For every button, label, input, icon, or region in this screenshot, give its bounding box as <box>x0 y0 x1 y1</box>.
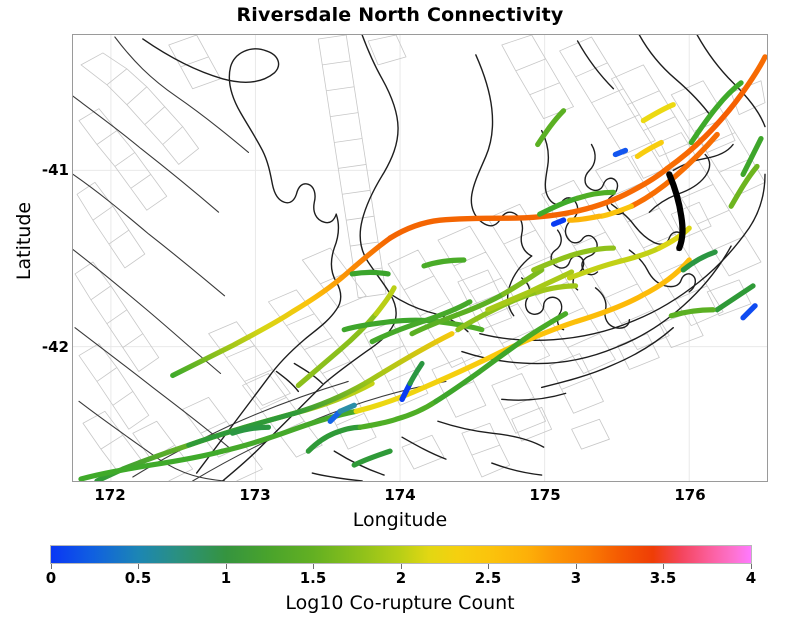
corupture-trace <box>688 80 744 146</box>
corupture-trace <box>664 54 767 172</box>
corupture-trace-blue <box>740 303 758 321</box>
corupture-trace <box>740 135 764 177</box>
corupture-trace <box>668 307 716 319</box>
colorbar-tick-label: 0 <box>45 569 57 587</box>
corupture-trace <box>628 131 720 209</box>
corupture-trace <box>229 424 272 436</box>
corupture-trace <box>369 299 473 345</box>
xtick-label: 172 <box>94 486 126 504</box>
colorbar-tick-label: 2 <box>395 569 407 587</box>
corupture-trace <box>433 337 527 404</box>
colorbar-tick-label: 4 <box>745 569 757 587</box>
corupture-trace <box>421 257 467 269</box>
fault-trace-layer <box>73 36 447 481</box>
corupture-trace <box>537 195 581 217</box>
gridlines <box>73 35 767 481</box>
xtick-label: 175 <box>529 486 561 504</box>
corupture-trace <box>680 249 718 273</box>
x-axis-label: Longitude <box>352 509 448 531</box>
corupture-trace-black <box>666 171 686 252</box>
corupture-trace <box>566 245 662 281</box>
corupture-trace <box>407 360 425 387</box>
corupture-trace <box>535 283 579 295</box>
corupture-trace <box>305 424 363 454</box>
corupture-trace <box>640 102 676 124</box>
colorbar-tickmark <box>226 564 227 569</box>
corupture-trace <box>485 269 575 313</box>
ytick-label: -41 <box>41 161 69 179</box>
corupture-trace <box>574 189 617 201</box>
colorbar-tickmark <box>313 564 314 569</box>
corupture-trace <box>521 311 569 343</box>
colorbar-label: Log10 Co-rupture Count <box>285 592 515 614</box>
colorbar[interactable] <box>50 545 752 564</box>
corupture-trace <box>634 139 664 160</box>
corupture-trace-blue <box>612 147 629 158</box>
colorbar-tickmark <box>576 564 577 569</box>
xtick-label: 174 <box>384 486 416 504</box>
colorbar-tick-label: 3.5 <box>649 569 677 587</box>
corupture-trace <box>409 291 507 337</box>
corupture-trace <box>568 165 670 215</box>
corupture-trace <box>349 269 391 277</box>
corupture-trace <box>387 209 575 241</box>
corupture-trace <box>728 163 760 209</box>
colorbar-tickmark <box>138 564 139 569</box>
corupture-trace <box>531 245 617 273</box>
y-axis-label: Latitude <box>13 201 35 281</box>
coastline-layer <box>142 35 766 481</box>
corupture-trace <box>291 331 455 416</box>
colorbar-tick-label: 1.5 <box>299 569 327 587</box>
corupture-trace <box>170 235 393 379</box>
corupture-trace <box>598 203 634 219</box>
map-svg <box>73 35 767 481</box>
colorbar-tick-label: 1 <box>220 569 232 587</box>
corupture-trace <box>357 398 439 430</box>
colorbar-tick-label: 2.5 <box>474 569 502 587</box>
corupture-trace <box>373 285 397 317</box>
colorbar-tick-label: 3 <box>570 569 582 587</box>
colorbar-tickmark <box>751 564 752 569</box>
corupture-trace <box>337 402 357 415</box>
colorbar-tickmark <box>488 564 489 569</box>
corupture-trace <box>535 108 567 148</box>
corupture-trace <box>656 225 692 251</box>
xtick-label: 173 <box>239 486 271 504</box>
corupture-trace <box>566 213 603 223</box>
corupture-trace-blue <box>550 217 567 227</box>
chart-title: Riversdale North Connectivity <box>236 4 564 26</box>
colorbar-tickmark <box>51 564 52 569</box>
corupture-trace-blue <box>399 380 413 403</box>
xtick-label: 176 <box>674 486 706 504</box>
corupture-trace <box>78 448 226 481</box>
corupture-trace-layer <box>78 54 767 481</box>
corupture-trace <box>638 257 692 299</box>
colorbar-tickmark <box>663 564 664 569</box>
map-plot-area[interactable] <box>72 34 768 482</box>
corupture-trace <box>501 267 545 297</box>
ytick-label: -42 <box>41 338 69 356</box>
corupture-trace <box>351 448 393 468</box>
colorbar-tick-label: 0.5 <box>124 569 152 587</box>
corupture-trace <box>714 283 756 313</box>
colorbar-tickmark <box>401 564 402 569</box>
